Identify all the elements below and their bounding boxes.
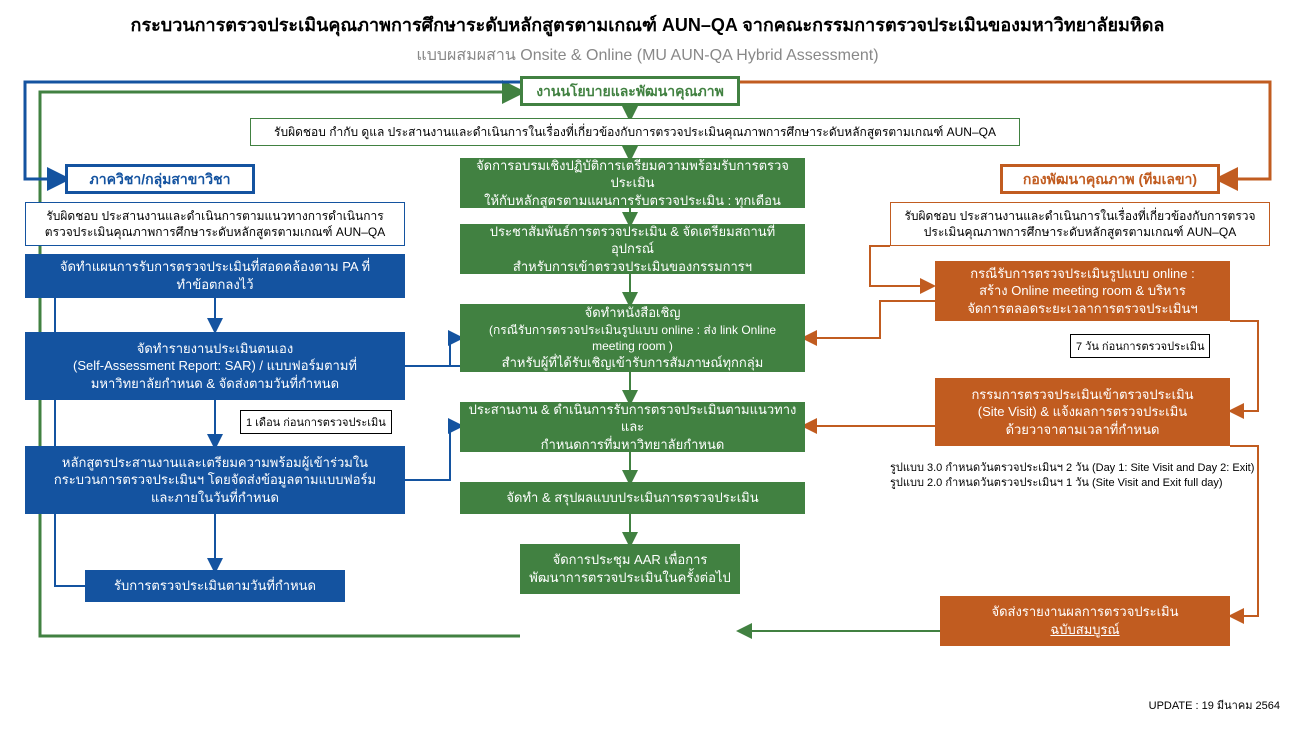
orange-step-1: กรณีรับการตรวจประเมินรูปแบบ online : สร้… [935, 261, 1230, 321]
blue-desc: รับผิดชอบ ประสานงานและดำเนินการตามแนวทาง… [25, 202, 405, 246]
blue-step-2: จัดทำรายงานประเมินตนเอง (Self-Assessment… [25, 332, 405, 400]
orange-desc: รับผิดชอบ ประสานงานและดำเนินการในเรื่องท… [890, 202, 1270, 246]
green-step-3-bottom: สำหรับผู้ที่ได้รับเชิญเข้ารับการสัมภาษณ์… [502, 354, 764, 372]
orange-step-3: จัดส่งรายงานผลการตรวจประเมิน ฉบับสมบูรณ์ [940, 596, 1230, 646]
orange-step-3b: ฉบับสมบูรณ์ [1050, 621, 1119, 639]
flowchart-canvas: งานนโยบายและพัฒนาคุณภาพ รับผิดชอบ กำกับ … [10, 76, 1285, 716]
green-step-3-title: จัดทำหนังสือเชิญ [585, 304, 681, 322]
blue-note-1: 1 เดือน ก่อนการตรวจประเมิน [240, 410, 392, 434]
orange-note-2a: รูปแบบ 3.0 กำหนดวันตรวจประเมินฯ 2 วัน (D… [890, 461, 1280, 476]
green-header: งานนโยบายและพัฒนาคุณภาพ [520, 76, 740, 106]
orange-step-3a: จัดส่งรายงานผลการตรวจประเมิน [992, 603, 1179, 621]
orange-header: กองพัฒนาคุณภาพ (ทีมเลขา) [1000, 164, 1220, 194]
green-step-5: จัดทำ & สรุปผลแบบประเมินการตรวจประเมิน [460, 482, 805, 514]
green-step-6: จัดการประชุม AAR เพื่อการ พัฒนาการตรวจปร… [520, 544, 740, 594]
green-step-4: ประสานงาน & ดำเนินการรับการตรวจประเมินตา… [460, 402, 805, 452]
orange-note-2b: รูปแบบ 2.0 กำหนดวันตรวจประเมินฯ 1 วัน (S… [890, 476, 1280, 491]
blue-step-4: รับการตรวจประเมินตามวันที่กำหนด [85, 570, 345, 602]
blue-step-1: จัดทำแผนการรับการตรวจประเมินที่สอดคล้องต… [25, 254, 405, 298]
blue-step-3: หลักสูตรประสานงานและเตรียมความพร้อมผู้เข… [25, 446, 405, 514]
page-subtitle: แบบผสมผสาน Onsite & Online (MU AUN-QA Hy… [10, 43, 1285, 68]
green-step-2: ประชาสัมพันธ์การตรวจประเมิน & จัดเตรียมส… [460, 224, 805, 274]
green-step-1: จัดการอบรมเชิงปฏิบัติการเตรียมความพร้อมร… [460, 158, 805, 208]
page-title: กระบวนการตรวจประเมินคุณภาพการศึกษาระดับห… [10, 10, 1285, 39]
update-stamp: UPDATE : 19 มีนาคม 2564 [1149, 696, 1280, 714]
green-step-3: จัดทำหนังสือเชิญ (กรณีรับการตรวจประเมินร… [460, 304, 805, 372]
green-desc: รับผิดชอบ กำกับ ดูแล ประสานงานและดำเนินก… [250, 118, 1020, 146]
orange-note-1: 7 วัน ก่อนการตรวจประเมิน [1070, 334, 1210, 358]
orange-step-2: กรรมการตรวจประเมินเข้าตรวจประเมิน (Site … [935, 378, 1230, 446]
green-step-3-sub: (กรณีรับการตรวจประเมินรูปแบบ online : ส่… [467, 322, 798, 354]
orange-note-2: รูปแบบ 3.0 กำหนดวันตรวจประเมินฯ 2 วัน (D… [890, 461, 1280, 492]
blue-header: ภาควิชา/กลุ่มสาขาวิชา [65, 164, 255, 194]
